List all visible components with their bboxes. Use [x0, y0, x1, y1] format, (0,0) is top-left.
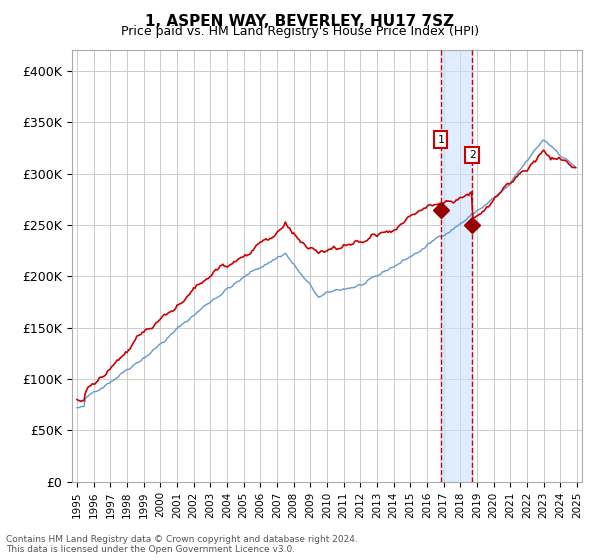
Text: Price paid vs. HM Land Registry's House Price Index (HPI): Price paid vs. HM Land Registry's House … — [121, 25, 479, 38]
Text: Contains HM Land Registry data © Crown copyright and database right 2024.
This d: Contains HM Land Registry data © Crown c… — [6, 535, 358, 554]
Text: 1: 1 — [437, 135, 444, 144]
Bar — [440, 50, 472, 482]
Text: 1, ASPEN WAY, BEVERLEY, HU17 7SZ: 1, ASPEN WAY, BEVERLEY, HU17 7SZ — [145, 14, 455, 29]
Text: 2: 2 — [469, 150, 475, 160]
